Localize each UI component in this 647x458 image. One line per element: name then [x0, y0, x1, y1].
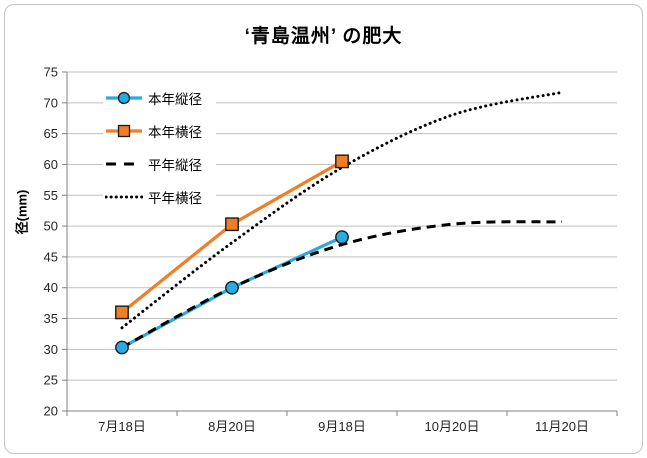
chart-title: ‘青島温州’ の肥大 — [244, 26, 403, 47]
series-line-normal-year-vertical — [121, 220, 563, 349]
legend-label-this-year-vertical: 本年縦径 — [148, 91, 202, 107]
x-tick-label: 11月20日 — [535, 419, 589, 434]
y-tick-label: 45 — [44, 249, 58, 264]
x-tick-label: 8月20日 — [208, 419, 256, 434]
marker-circle-this-year-vertical — [225, 280, 239, 295]
marker-square-this-year-horizontal — [225, 217, 239, 232]
y-tick-label: 50 — [44, 219, 58, 234]
legend: 本年縦径本年横径平年縦径平年横径 — [103, 81, 216, 213]
marker-square-this-year-horizontal — [335, 154, 349, 169]
y-tick-label: 35 — [44, 311, 58, 326]
legend-sample-this-year-horizontal-solid-line — [106, 124, 142, 137]
x-tick-label: 9月18日 — [318, 419, 366, 434]
legend-item-normal-year-horizontal: 平年横径 — [105, 180, 202, 213]
legend-sample-normal-year-horizontal-dotted-line — [105, 195, 143, 198]
y-tick-label: 40 — [44, 280, 58, 295]
series-line-normal-year-horizontal — [120, 90, 564, 330]
y-tick-label: 60 — [44, 157, 58, 172]
legend-item-this-year-horizontal: 本年横径 — [105, 114, 202, 147]
legend-label-normal-year-horizontal: 平年横径 — [148, 190, 202, 206]
legend-item-normal-year-vertical: 平年縦径 — [105, 147, 202, 180]
y-tick-label: 75 — [44, 65, 58, 80]
x-tick-label: 7月18日 — [98, 419, 146, 434]
y-tick-label: 55 — [44, 188, 58, 203]
y-tick-label: 20 — [44, 404, 58, 419]
marker-circle-this-year-vertical — [115, 340, 129, 355]
y-tick-label: 25 — [44, 373, 58, 388]
y-tick-label: 70 — [44, 95, 58, 110]
legend-item-this-year-vertical: 本年縦径 — [105, 81, 202, 114]
marker-square-this-year-horizontal — [115, 305, 129, 320]
legend-marker-square — [117, 124, 131, 137]
chart-frame — [4, 4, 643, 454]
legend-label-normal-year-vertical: 平年縦径 — [148, 157, 202, 173]
marker-circle-this-year-vertical — [335, 230, 349, 245]
legend-sample-this-year-vertical-solid-line — [106, 91, 142, 104]
y-tick-label: 65 — [44, 126, 58, 141]
y-tick-label: 30 — [44, 342, 58, 357]
legend-sample-normal-year-vertical-dashed-line — [106, 162, 142, 165]
x-tick-label: 10月20日 — [425, 419, 480, 434]
legend-marker-circle — [117, 91, 131, 104]
legend-label-this-year-horizontal: 本年横径 — [148, 124, 202, 140]
